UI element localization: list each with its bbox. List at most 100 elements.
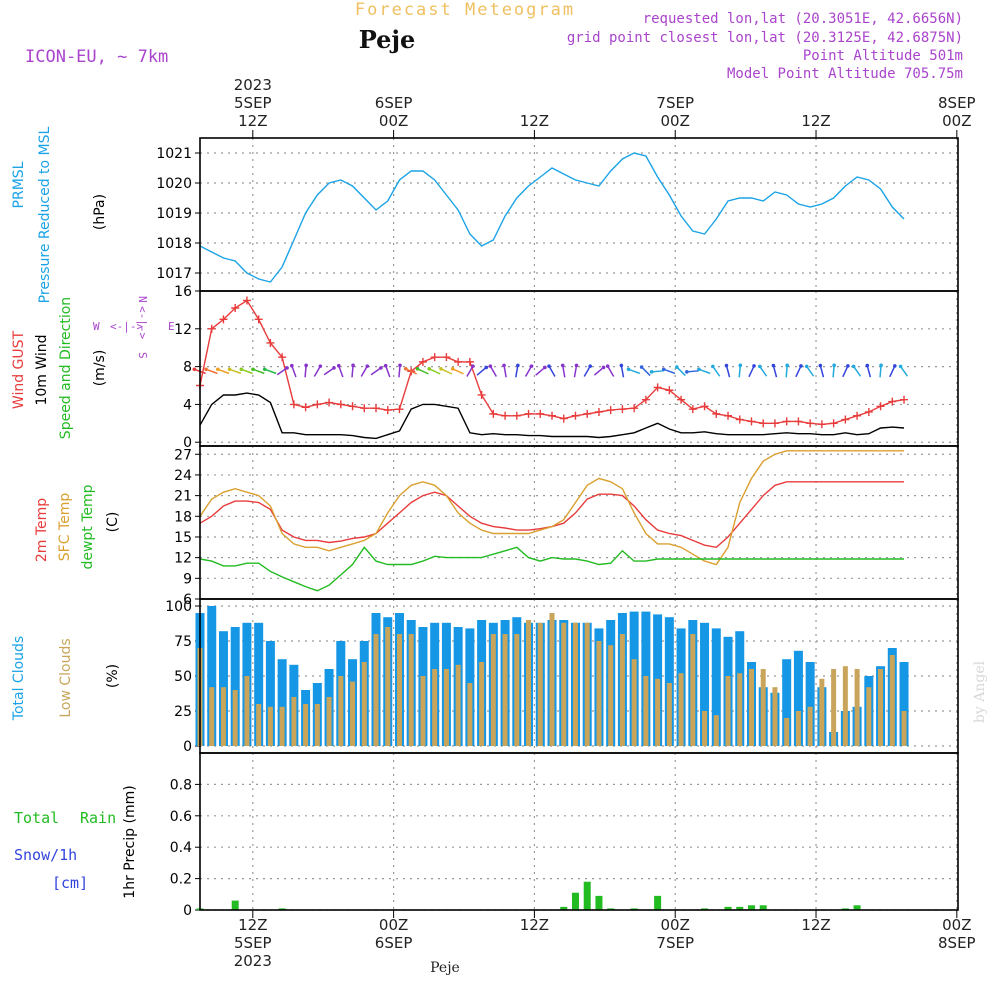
rain-bar [654,895,662,910]
low-cloud-bar [467,683,473,746]
wind-arrow-head [785,363,790,368]
low-cloud-bar [596,641,602,746]
low-cloud-bar [807,706,813,746]
wind-arrow-head [439,366,443,371]
wind-arrow [641,366,651,377]
low-cloud-bar [795,711,801,746]
wind-arrow [229,368,242,375]
model-name: ICON-EU, ~ 7km [25,47,168,67]
low-cloud-bar [338,676,344,746]
wind-arrow-head [711,364,715,369]
gust-marker [383,406,392,415]
low-cloud-bar [432,669,438,746]
rain-bar [759,905,767,910]
bottom-time-label: 12Z [520,916,549,934]
wind-arrow [785,365,788,378]
low-cloud-bar [831,669,837,746]
gust-marker [266,338,275,347]
total-cloud-bar [664,617,674,746]
wind-arrow [698,368,711,375]
wind-arrow-head [601,365,606,370]
wind-arrow [476,366,487,376]
rain-rain-label: Rain [80,809,116,827]
top-time-label: 00Z [379,112,408,130]
y-tick-label: 21 [174,489,192,505]
requested-coords: requested lon,lat (20.3051E, 42.6656N) [643,11,963,27]
gust-marker [278,353,287,362]
cloud-unit: (%) [105,664,121,688]
rain-total-label: Total [14,809,59,827]
top-time-label: 7SEP [656,94,694,112]
rain-bar [747,905,755,910]
gust-marker [618,405,627,414]
wind-arrow [593,366,605,376]
top-time-label: 2023 [234,76,272,94]
low-cloud-bar [713,715,719,746]
gust-marker [512,411,521,420]
total-cloud-bar [782,659,792,746]
gust-marker [853,411,862,420]
low-cloud-bar [901,711,907,746]
temp-dew-label: dewpt Temp [80,484,96,569]
pressure-label-prmsl: PRMSL [11,161,27,208]
bottom-time-label: 8SEP [938,934,976,952]
wind-arrow [628,368,641,375]
gust-marker [841,415,850,424]
total-cloud-bar [700,622,710,746]
gust-marker [559,414,568,423]
wind-arrow [899,365,909,377]
bottom-time-label: 6SEP [375,934,413,952]
y-tick-label: 0 [183,903,192,919]
low-cloud-bar [561,622,567,746]
wind-arrow [417,368,429,375]
low-cloud-bar [443,669,449,746]
total-cloud-bar [711,628,721,746]
low-cloud-bar [772,687,778,746]
wind-arrow-head [516,363,520,368]
wind-arrow [405,368,417,375]
wind-arrow-head [697,367,701,372]
y-tick-label: 0 [183,435,192,451]
wind-arrow [795,365,802,378]
super-title: Forecast Meteogram [355,0,575,20]
bottom-time-label: 5SEP [234,934,272,952]
gust-marker [536,409,545,418]
wind-arrow [853,365,862,377]
wind-arrow-head [619,363,624,368]
low-cloud-bar [854,669,860,746]
gust-marker [418,357,427,366]
gust-marker [289,400,298,409]
low-cloud-bar [385,627,391,746]
model-altitude: Model Point Altitude 705.75m [727,66,963,82]
wind-unit: (m/s) [92,350,108,387]
compass-s: S [136,352,149,359]
wind-arrow-head [771,363,776,368]
y-tick-label: 0.8 [170,777,192,793]
low-cloud-bar [690,634,696,746]
bottom-time-label: 12Z [238,916,267,934]
y-tick-label: 1018 [156,236,192,252]
wind-10m-label: 10m Wind [34,334,50,405]
y-tick-label: 1019 [156,206,192,222]
y-tick-label: 100 [165,599,192,615]
low-cloud-bar [725,676,731,746]
bottom-time-label: 00Z [942,916,971,934]
y-tick-label: 27 [174,447,192,463]
low-cloud-bar [314,704,320,746]
top-time-label: 12Z [520,112,549,130]
low-cloud-bar [748,669,754,746]
panel-frame [199,137,959,292]
low-cloud-bar [220,687,226,746]
low-cloud-bar [455,664,461,746]
wind-arrow-head [365,364,370,368]
y-tick-label: 12 [174,551,192,567]
wind-speed-label: Speed and Direction [58,297,74,439]
gust-marker [465,357,474,366]
wind-arrow [651,370,664,373]
wind-arrow-head [605,364,610,368]
gust-marker [724,411,733,420]
wind-arrow-head [383,363,388,368]
gust-marker [864,407,873,416]
y-tick-label: 1021 [156,146,192,162]
location-title: Peje [359,25,416,54]
